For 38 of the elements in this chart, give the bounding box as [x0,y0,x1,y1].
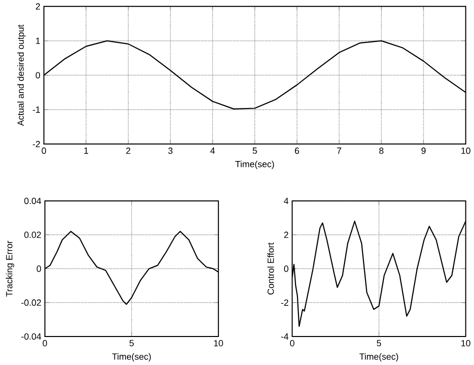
x-tick-label: 7 [337,148,342,154]
y-axis-title: Tracking Error [6,240,14,297]
x-tick-label: 5 [376,340,382,346]
x-tick-label: 5 [130,340,134,346]
y-tick-label: 2 [284,232,288,238]
y-tick-label: -1 [32,106,40,113]
x-tick-label: 4 [210,148,215,154]
x-tick-label: 10 [461,148,470,154]
y-tick-label: 0 [284,266,288,272]
y-tick-label: 0 [36,266,42,272]
y-tick-label: -2 [32,141,40,148]
x-tick-label: 8 [379,148,384,154]
y-tick-label: -4 [281,334,288,340]
x-tick-label: 6 [294,148,300,154]
x-tick-label: 0 [42,340,48,346]
x-axis-title: Time(sec) [359,353,398,362]
x-tick-label: 9 [421,148,426,154]
x-tick-label: 3 [168,148,173,154]
x-tick-label: 1 [84,148,88,154]
y-tick-label: -0.04 [21,333,42,340]
y-tick-label: 0.02 [24,232,41,238]
y-tick-label: 1 [36,38,40,44]
x-axis-title: Time(sec) [235,160,274,170]
y-tick-label: -2 [281,300,288,306]
x-tick-label: 2 [126,148,130,154]
y-tick-label: 4 [284,198,288,204]
y-tick-label: 0.04 [24,198,42,204]
y-axis-title: Control Effort [267,242,274,295]
x-tick-label: 0 [42,148,46,154]
x-tick-label: 5 [252,148,257,154]
x-tick-label: 10 [214,340,224,346]
x-axis-title: Time(sec) [112,353,151,362]
y-tick-label: 0 [36,72,40,78]
x-tick-label: 0 [290,340,294,346]
y-tick-label: -0.02 [21,300,41,306]
x-tick-label: 10 [461,340,470,346]
y-axis-title: Actual and desired output [17,24,26,126]
y-tick-label: 2 [36,3,40,10]
